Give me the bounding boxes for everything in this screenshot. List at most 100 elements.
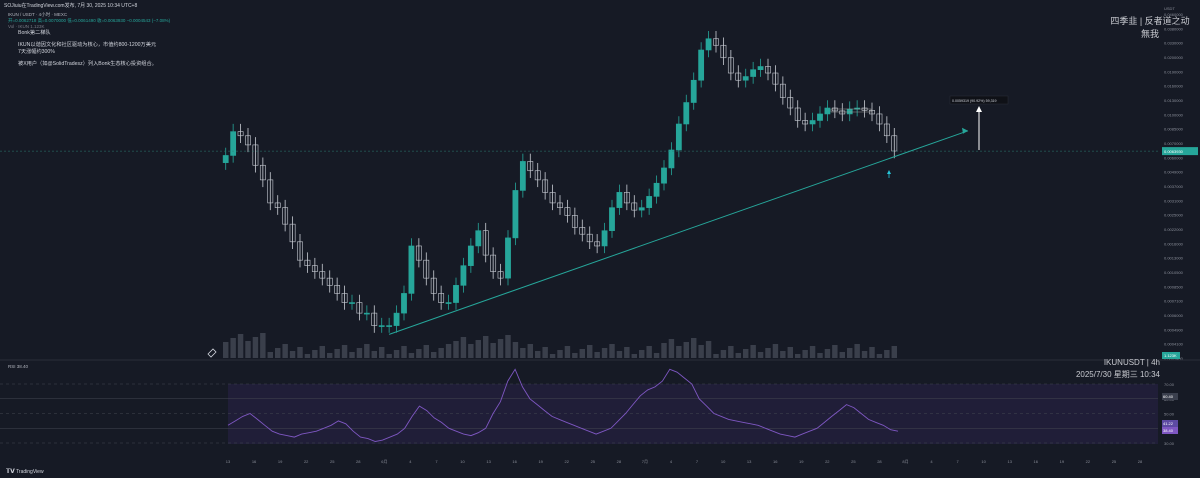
rsi-badge-label: 38.40 (1163, 428, 1174, 433)
volume-bar (572, 353, 578, 358)
y-tick-label: 0.0037000 (1164, 184, 1184, 189)
note-line-2: IKUN以谐因文化和社区驱动为核心，市值约800-1200万美元 (18, 42, 157, 48)
candle-body (668, 149, 675, 169)
candle-body (453, 285, 459, 303)
rsi-badge-label: 41.22 (1163, 421, 1174, 426)
x-tick-label: 25 (591, 459, 596, 464)
x-tick-label: 22 (565, 459, 570, 464)
volume-bar (668, 339, 675, 358)
candle-body (571, 215, 578, 228)
volume-bar (683, 342, 689, 358)
author-watermark: 四季韭 | 反者道之动 無我 (1105, 15, 1195, 41)
candle-body (445, 302, 452, 304)
volume-bar (587, 345, 593, 358)
y-axis-label: USDT (1164, 6, 1175, 11)
candle-body (772, 72, 779, 85)
volume-bar (891, 346, 897, 358)
candle-body (297, 241, 303, 261)
candle-body (415, 245, 422, 261)
volume-bar (245, 341, 251, 358)
volume-bar (713, 354, 719, 358)
note-line-3: 7天涨幅约300% (18, 49, 55, 55)
volume-bar (505, 335, 511, 358)
rsi-level-label: 70.00 (1164, 382, 1175, 387)
volume-bar (728, 346, 734, 358)
candle-body (371, 312, 378, 326)
y-tick-label: 0.0025000 (1164, 213, 1184, 218)
candle-body (883, 123, 890, 137)
candle-body (623, 192, 630, 204)
candle-body (727, 57, 734, 74)
candle-body (319, 271, 326, 279)
x-tick-label: 10 (981, 459, 986, 464)
volume-bar (861, 351, 868, 358)
volume-bar (289, 351, 296, 358)
x-tick-label: 25 (851, 459, 856, 464)
candle-body (326, 277, 333, 286)
y-tick-label: 0.0004100 (1164, 342, 1184, 347)
volume-bar (557, 350, 563, 358)
rsi-badge (1162, 393, 1178, 400)
volume-bar (297, 347, 303, 358)
volume-bar (705, 341, 712, 358)
y-tick-label: 0.0100000 (1164, 112, 1184, 117)
y-tick-label: 0.0010500 (1164, 270, 1184, 275)
volume-bar (416, 349, 422, 358)
volume-bar (772, 344, 779, 358)
candle-body (534, 170, 541, 181)
small-up-arrowhead (887, 170, 891, 174)
candle-body (705, 38, 712, 51)
rsi-badge (1162, 420, 1178, 427)
x-tick-label: 28 (877, 459, 882, 464)
volume-bar (445, 344, 452, 358)
volume-badge-label: 1.123K (1164, 353, 1177, 358)
pair-line[interactable]: IKUN / USDT · 4小时 · MEXC (8, 12, 68, 17)
x-tick-label: 28 (356, 459, 361, 464)
volume-bar (720, 350, 727, 358)
current-price-badge (1162, 147, 1198, 156)
symbol-ticker: IKUNUSDT | 4h (1103, 358, 1160, 367)
volume-bar (542, 347, 548, 358)
tradingview-logo[interactable]: 𝗧𝗩 TradingView (6, 468, 44, 475)
candle-body (356, 302, 363, 314)
x-tick-label: 10 (721, 459, 726, 464)
candle-body (475, 230, 482, 247)
x-tick-label: 28 (617, 459, 622, 464)
volume-bar (483, 336, 489, 358)
volume-bar (854, 344, 860, 358)
volume-bar (438, 348, 444, 358)
volume-bar (386, 354, 392, 358)
candle-body (438, 293, 445, 303)
drawing-tool-icon (207, 348, 217, 358)
volume-bar (824, 349, 831, 358)
candle-body (876, 113, 883, 125)
volume-bar (475, 340, 481, 358)
candle-body (735, 72, 742, 81)
candle-body (787, 97, 794, 109)
volume-bar (371, 351, 377, 358)
candle-body (594, 241, 601, 247)
y-tick-label: 0.0060000 (1164, 155, 1184, 160)
rsi-legend-label: RSI 38.40 (8, 364, 29, 369)
candle-body (646, 196, 653, 208)
x-tick-label: 16 (1034, 459, 1039, 464)
volume-bar (431, 352, 437, 358)
y-tick-label: 0.0022000 (1164, 227, 1184, 232)
volume-bar (869, 347, 875, 358)
x-tick-label: 16 (512, 459, 517, 464)
volume-bar (393, 350, 400, 358)
x-tick-label: 19 (278, 459, 283, 464)
y-tick-label: 0.0085000 (1164, 127, 1184, 132)
candle-body (259, 164, 266, 181)
volume-bar (237, 334, 244, 358)
watermark-line-2: 無我 (1140, 29, 1159, 39)
volume-bar (260, 333, 266, 358)
volume-readout: Vol · IKUN 1.123K (8, 24, 45, 29)
annotation-box (949, 95, 1009, 105)
volume-bar (312, 350, 318, 358)
volume-bar (601, 348, 608, 358)
candle-body (616, 192, 623, 208)
x-tick-label: 13 (747, 459, 752, 464)
watermark-line-1: 四季韭 | 反者道之动 (1110, 16, 1190, 26)
